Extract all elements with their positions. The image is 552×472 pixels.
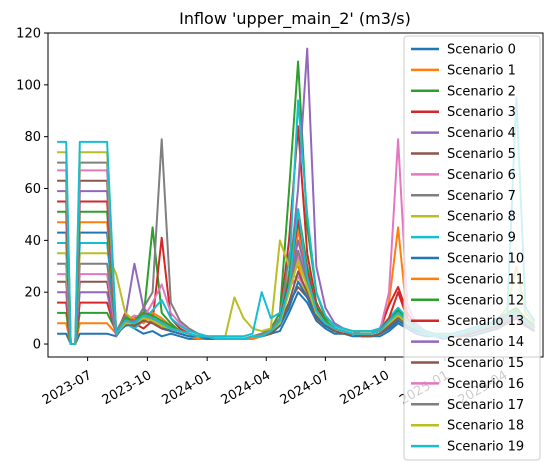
y-tick-label: 20 (24, 286, 41, 301)
legend-label: Scenario 0 (447, 43, 516, 58)
legend: Scenario 0 Scenario 1 Scenario 2 Scenario 3… (403, 35, 541, 461)
legend-label: Scenario 11 (447, 272, 524, 287)
axes-border (47, 32, 544, 358)
legend-label: Scenario 16 (447, 377, 524, 392)
legend-label: Scenario 1 (447, 63, 516, 78)
legend-label: Scenario 4 (447, 126, 516, 141)
legend-label: Scenario 10 (447, 252, 524, 267)
axes-frame (47, 32, 544, 358)
y-axis: 0 20 40 60 80 100 120 (16, 27, 48, 353)
legend-label: Scenario 5 (447, 147, 516, 162)
legend-label: Scenario 17 (447, 398, 524, 413)
legend-label: Scenario 3 (447, 105, 516, 120)
y-tick-label: 100 (16, 78, 41, 93)
legend-label: Scenario 12 (447, 293, 524, 308)
y-tick-label: 0 (33, 338, 41, 353)
legend-label: Scenario 2 (447, 84, 516, 99)
legend-label: Scenario 19 (447, 440, 524, 455)
y-tick-label: 60 (24, 182, 41, 197)
legend-label: Scenario 13 (447, 314, 524, 329)
legend-label: Scenario 9 (447, 231, 516, 246)
legend-label: Scenario 8 (447, 210, 516, 225)
legend-label: Scenario 14 (447, 335, 524, 350)
legend-label: Scenario 6 (447, 168, 516, 183)
legend-label: Scenario 7 (447, 189, 516, 204)
chart-title: Inflow 'upper_main_2' (m3/s) (179, 9, 411, 29)
y-tick-label: 120 (16, 27, 41, 42)
legend-box (403, 35, 541, 461)
y-tick-label: 80 (24, 130, 41, 145)
legend-label: Scenario 18 (447, 419, 524, 434)
y-tick-label: 40 (24, 234, 41, 249)
legend-label: Scenario 15 (447, 356, 524, 371)
